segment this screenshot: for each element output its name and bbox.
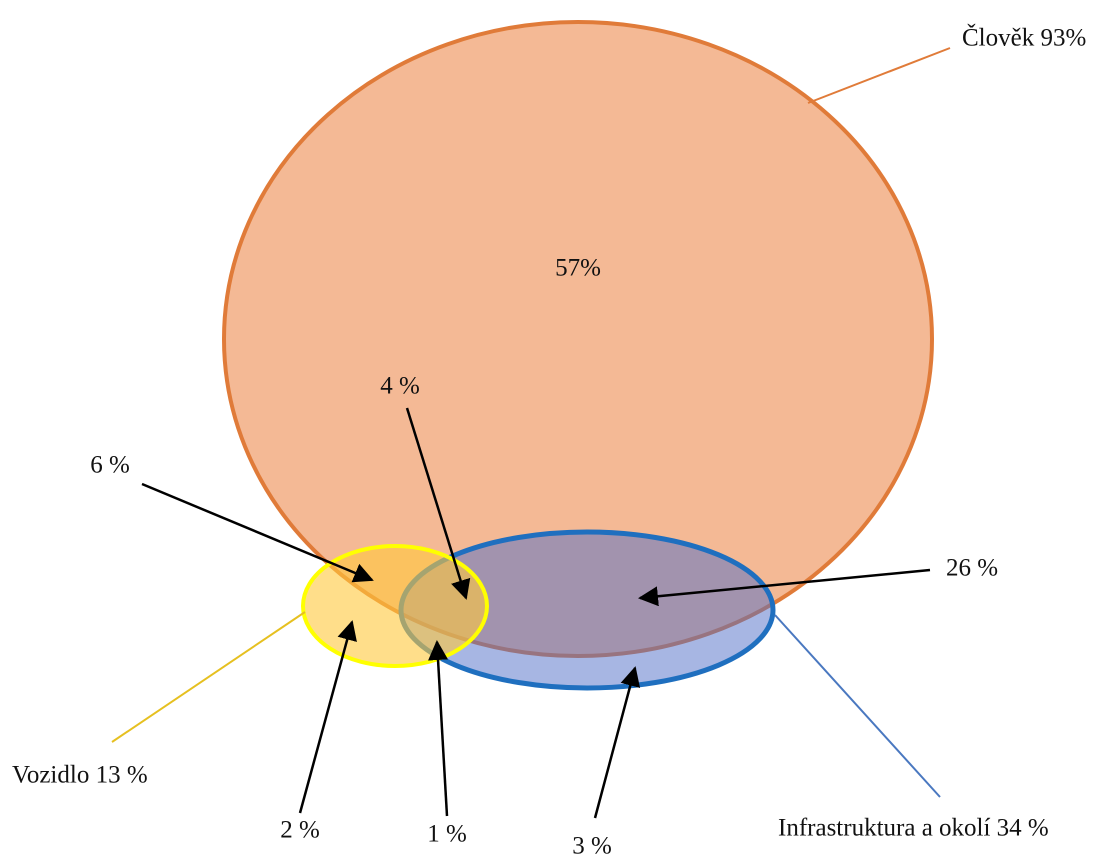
region-label: 1 % <box>427 821 467 848</box>
arrow <box>593 666 641 819</box>
arrow <box>141 482 374 583</box>
set-label: Infrastruktura a okolí 34 % <box>778 815 1049 842</box>
arrow <box>405 407 471 600</box>
region-label: 57% <box>555 255 601 282</box>
region-label: 2 % <box>280 817 320 844</box>
arrow <box>298 620 357 814</box>
leader-line <box>774 614 941 798</box>
set-label: Člověk 93% <box>962 24 1086 52</box>
region-label: 4 % <box>380 373 420 400</box>
arrow <box>428 640 449 817</box>
arrows <box>141 407 931 819</box>
leader-line <box>111 611 306 743</box>
arrow <box>638 568 931 607</box>
region-label: 6 % <box>90 452 130 479</box>
region-label: 26 % <box>946 555 998 582</box>
set-label: Vozidlo 13 % <box>12 762 148 789</box>
region-label: 3 % <box>572 833 612 860</box>
leader-line <box>807 47 951 104</box>
